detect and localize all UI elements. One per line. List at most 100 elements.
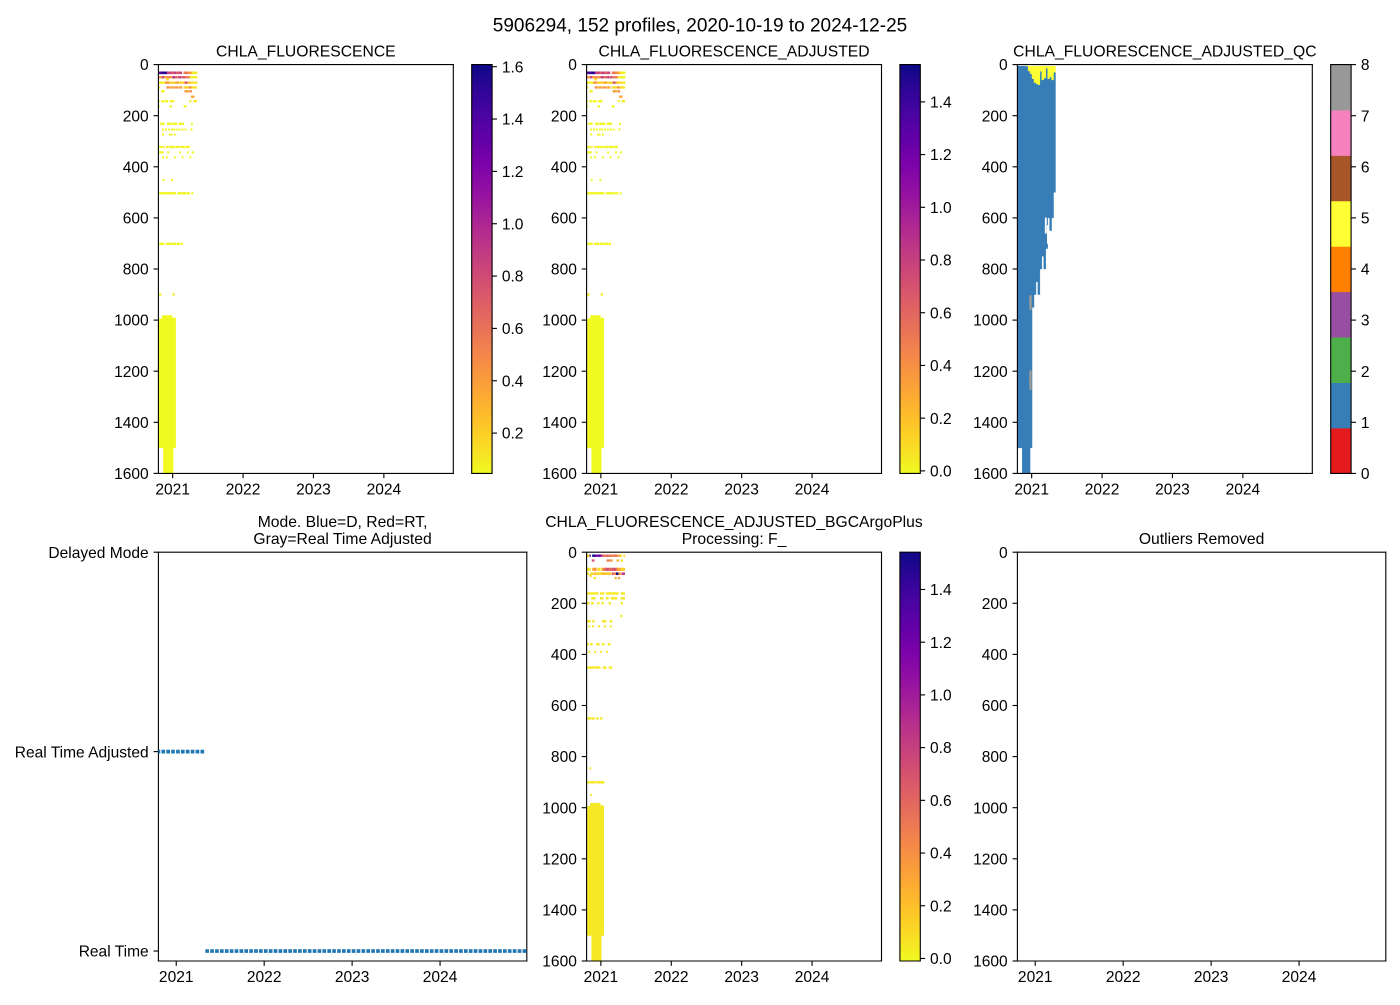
svg-text:0.2: 0.2 — [502, 426, 524, 443]
svg-text:1.0: 1.0 — [930, 688, 952, 705]
svg-text:1000: 1000 — [973, 800, 1008, 817]
svg-text:Processing: F_: Processing: F_ — [682, 531, 787, 548]
svg-text:2021: 2021 — [155, 481, 190, 498]
svg-text:800: 800 — [551, 262, 577, 279]
svg-text:1000: 1000 — [973, 313, 1008, 330]
svg-text:1600: 1600 — [973, 466, 1008, 483]
svg-text:1.2: 1.2 — [502, 164, 524, 181]
svg-text:5906294, 152 profiles, 2020-10: 5906294, 152 profiles, 2020-10-19 to 202… — [493, 15, 907, 36]
svg-text:2: 2 — [1361, 364, 1370, 381]
svg-text:800: 800 — [123, 262, 149, 279]
svg-text:1600: 1600 — [542, 954, 577, 971]
svg-text:800: 800 — [982, 262, 1008, 279]
svg-text:2024: 2024 — [795, 969, 830, 986]
svg-text:1.0: 1.0 — [502, 216, 524, 233]
svg-text:400: 400 — [123, 159, 149, 176]
svg-text:0: 0 — [999, 57, 1008, 74]
svg-text:0.8: 0.8 — [502, 269, 524, 286]
svg-text:CHLA_FLUORESCENCE_ADJUSTED: CHLA_FLUORESCENCE_ADJUSTED — [598, 43, 869, 60]
svg-text:800: 800 — [982, 749, 1008, 766]
svg-text:1.2: 1.2 — [930, 635, 952, 652]
svg-text:0.0: 0.0 — [930, 464, 952, 481]
svg-text:1000: 1000 — [542, 800, 577, 817]
svg-text:2022: 2022 — [654, 481, 689, 498]
svg-text:1200: 1200 — [114, 364, 149, 381]
svg-text:2021: 2021 — [584, 969, 619, 986]
svg-text:8: 8 — [1361, 57, 1370, 74]
svg-text:400: 400 — [551, 647, 577, 664]
svg-text:0.4: 0.4 — [930, 846, 952, 863]
svg-text:2022: 2022 — [654, 969, 689, 986]
svg-text:0.6: 0.6 — [502, 321, 524, 338]
svg-text:0.4: 0.4 — [502, 373, 524, 390]
svg-text:CHLA_FLUORESCENCE_ADJUSTED_QC: CHLA_FLUORESCENCE_ADJUSTED_QC — [1013, 43, 1316, 60]
svg-text:7: 7 — [1361, 108, 1370, 125]
svg-text:2023: 2023 — [296, 481, 331, 498]
svg-text:1600: 1600 — [542, 466, 577, 483]
svg-text:200: 200 — [551, 596, 577, 613]
svg-text:800: 800 — [551, 749, 577, 766]
svg-text:Real Time Adjusted: Real Time Adjusted — [15, 744, 149, 761]
svg-text:0.6: 0.6 — [930, 793, 952, 810]
svg-text:1.0: 1.0 — [930, 200, 952, 217]
svg-text:2024: 2024 — [1282, 969, 1317, 986]
svg-text:200: 200 — [982, 108, 1008, 125]
svg-text:1400: 1400 — [542, 903, 577, 920]
svg-text:1.4: 1.4 — [930, 582, 952, 599]
svg-text:0: 0 — [568, 57, 577, 74]
svg-text:0.2: 0.2 — [930, 898, 952, 915]
svg-text:1: 1 — [1361, 415, 1370, 432]
svg-text:1400: 1400 — [973, 415, 1008, 432]
svg-text:2024: 2024 — [367, 481, 402, 498]
svg-text:400: 400 — [982, 647, 1008, 664]
svg-text:2021: 2021 — [1014, 481, 1049, 498]
svg-text:CHLA_FLUORESCENCE_ADJUSTED_BGC: CHLA_FLUORESCENCE_ADJUSTED_BGCArgoPlus — [545, 514, 923, 531]
svg-text:1000: 1000 — [114, 313, 149, 330]
svg-text:2022: 2022 — [247, 969, 282, 986]
svg-text:600: 600 — [982, 698, 1008, 715]
svg-text:400: 400 — [551, 159, 577, 176]
svg-text:1.4: 1.4 — [930, 95, 952, 112]
svg-text:200: 200 — [551, 108, 577, 125]
svg-text:2023: 2023 — [1155, 481, 1190, 498]
svg-text:4: 4 — [1361, 262, 1370, 279]
svg-text:1400: 1400 — [542, 415, 577, 432]
svg-text:6: 6 — [1361, 159, 1370, 176]
svg-text:1.4: 1.4 — [502, 112, 524, 129]
svg-text:2023: 2023 — [1194, 969, 1229, 986]
svg-text:2023: 2023 — [724, 481, 759, 498]
svg-text:2024: 2024 — [423, 969, 458, 986]
svg-text:0: 0 — [568, 545, 577, 562]
svg-text:2022: 2022 — [1106, 969, 1141, 986]
svg-text:0: 0 — [140, 57, 149, 74]
svg-text:Gray=Real Time Adjusted: Gray=Real Time Adjusted — [253, 531, 431, 548]
svg-text:600: 600 — [982, 211, 1008, 228]
svg-text:1.2: 1.2 — [930, 147, 952, 164]
svg-text:Mode. Blue=D, Red=RT,: Mode. Blue=D, Red=RT, — [258, 514, 428, 531]
svg-text:0.8: 0.8 — [930, 253, 952, 270]
svg-text:1600: 1600 — [973, 954, 1008, 971]
svg-text:0: 0 — [999, 545, 1008, 562]
svg-text:2021: 2021 — [159, 969, 194, 986]
svg-text:1200: 1200 — [973, 851, 1008, 868]
svg-text:Delayed Mode: Delayed Mode — [48, 545, 148, 562]
svg-text:2024: 2024 — [795, 481, 830, 498]
svg-text:600: 600 — [551, 211, 577, 228]
svg-text:600: 600 — [551, 698, 577, 715]
svg-text:1600: 1600 — [114, 466, 149, 483]
svg-text:0.4: 0.4 — [930, 358, 952, 375]
svg-text:2021: 2021 — [1018, 969, 1053, 986]
svg-text:1200: 1200 — [542, 364, 577, 381]
svg-text:2024: 2024 — [1226, 481, 1261, 498]
svg-text:CHLA_FLUORESCENCE: CHLA_FLUORESCENCE — [216, 43, 396, 60]
svg-text:2022: 2022 — [1085, 481, 1120, 498]
svg-text:600: 600 — [123, 211, 149, 228]
svg-text:1.6: 1.6 — [502, 59, 524, 76]
svg-text:Outliers Removed: Outliers Removed — [1139, 531, 1265, 548]
svg-text:0.8: 0.8 — [930, 740, 952, 757]
svg-text:0: 0 — [1361, 466, 1370, 483]
svg-text:Real Time: Real Time — [79, 944, 149, 961]
svg-text:1000: 1000 — [542, 313, 577, 330]
svg-text:1200: 1200 — [973, 364, 1008, 381]
svg-text:2021: 2021 — [584, 481, 619, 498]
